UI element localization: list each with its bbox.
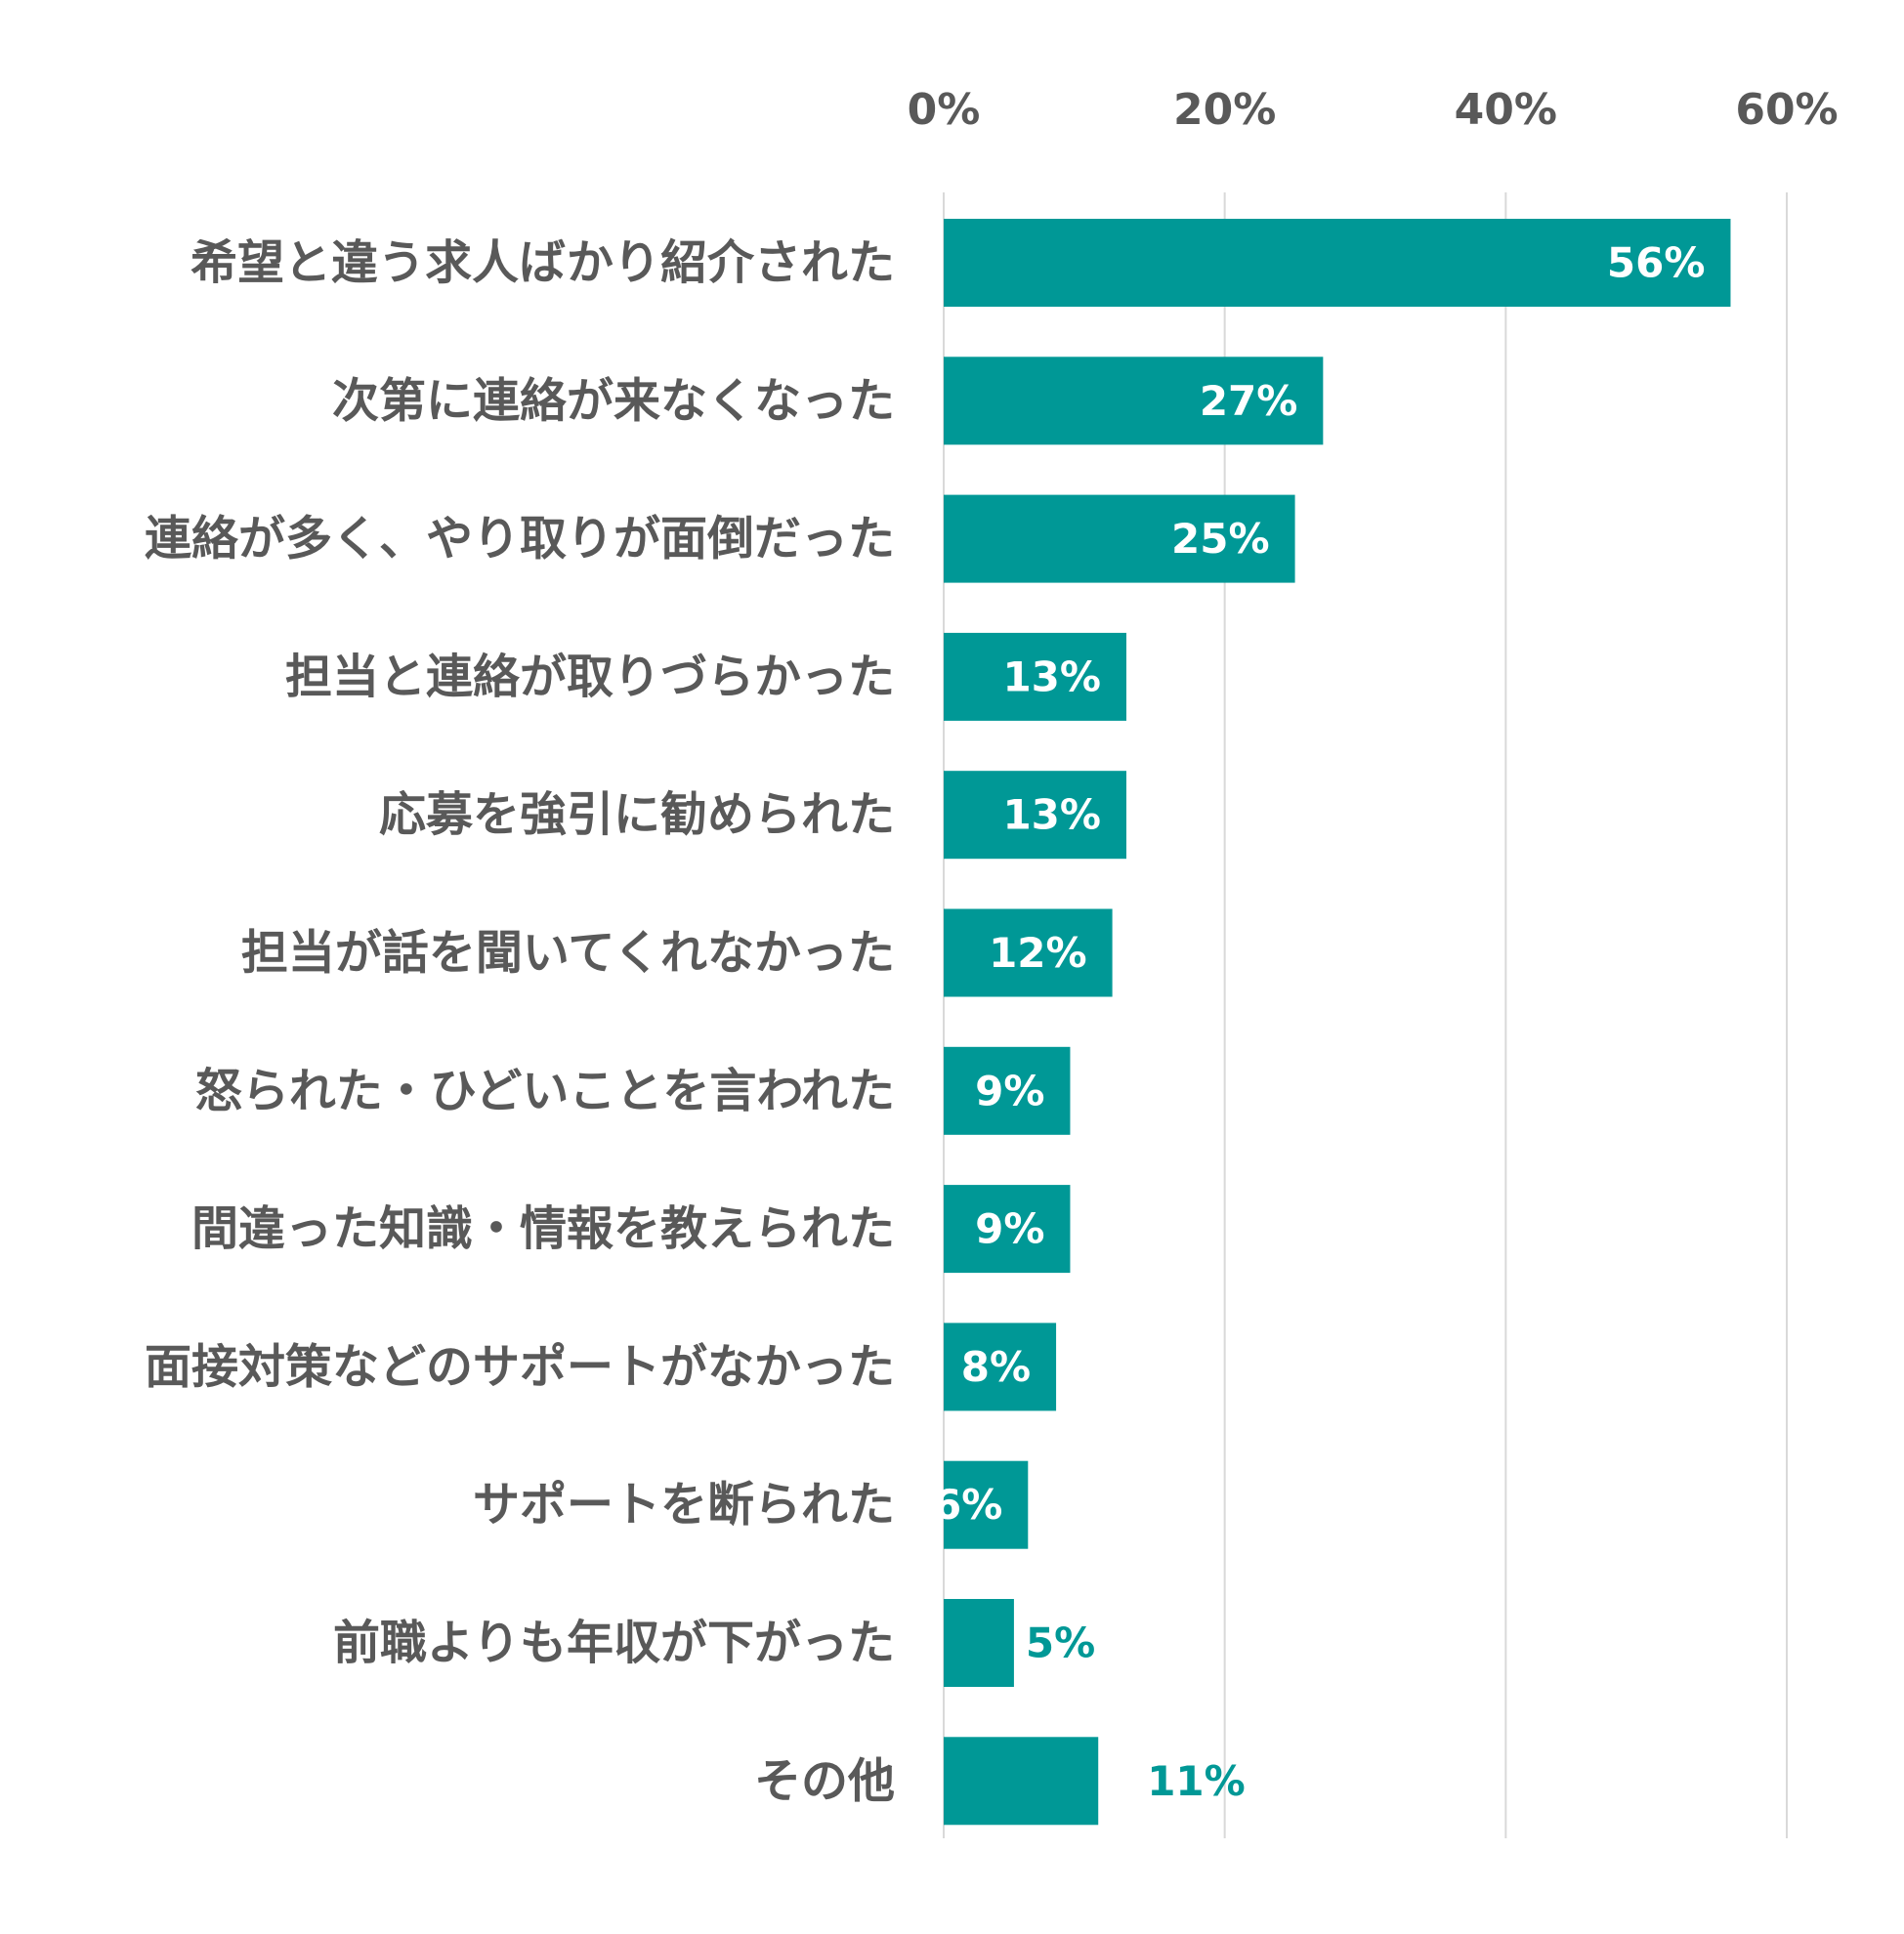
category-label: その他 — [754, 1753, 895, 1808]
category-labels: 希望と違う求人ばかり紹介された次第に連絡が来なくなった連絡が多く、やり取りが面倒… — [145, 235, 895, 1808]
bar — [944, 1185, 1071, 1274]
bar — [944, 494, 1295, 583]
value-label: 9% — [975, 1067, 1044, 1114]
gridlines — [943, 192, 1788, 1838]
bar — [944, 771, 1126, 860]
category-label: 面接対策などのサポートがなかった — [145, 1339, 895, 1394]
category-label: 前職よりも年収が下がった — [333, 1616, 895, 1670]
value-label: 56% — [1607, 239, 1706, 287]
value-label: 8% — [961, 1343, 1031, 1391]
value-label: 27% — [1200, 377, 1298, 425]
category-label: 担当と連絡が取りづらかった — [285, 650, 895, 704]
bar — [944, 1599, 1014, 1687]
bar — [944, 908, 1113, 997]
category-label: サポートを断られた — [473, 1478, 895, 1533]
value-label: 13% — [1002, 652, 1101, 700]
x-tick-label: 40% — [1455, 85, 1557, 135]
bar — [944, 1460, 1029, 1549]
bars — [944, 219, 1731, 1826]
bar — [944, 632, 1126, 721]
value-label: 6% — [933, 1481, 1002, 1529]
value-label: 5% — [1026, 1619, 1095, 1667]
category-label: 次第に連絡が来なくなった — [332, 373, 895, 428]
category-label: 間違った知識・情報を教えられた — [191, 1201, 895, 1256]
category-label: 希望と違う求人ばかり紹介された — [190, 235, 895, 290]
x-axis-ticks: 0% 20% 40% 60% — [908, 85, 1839, 135]
value-label: 13% — [1002, 791, 1101, 839]
value-label: 25% — [1171, 515, 1270, 563]
bar — [944, 357, 1324, 445]
category-label: 応募を強引に勧められた — [379, 787, 895, 842]
x-tick-label: 60% — [1735, 85, 1838, 135]
x-tick-label: 20% — [1173, 85, 1276, 135]
x-tick-label: 0% — [908, 85, 981, 135]
category-label: 連絡が多く、やり取りが面倒だった — [145, 512, 895, 567]
category-label: 怒られた・ひどいことを言われた — [195, 1064, 895, 1118]
category-label: 担当が話を聞いてくれなかった — [241, 926, 895, 981]
bar — [944, 1046, 1071, 1135]
value-label: 11% — [1147, 1757, 1246, 1805]
bar — [944, 1737, 1099, 1826]
value-label: 12% — [989, 929, 1087, 977]
value-label: 9% — [975, 1205, 1044, 1253]
value-labels: 56% 27% 25% 13% 13% 12% 9% 9% 8% 6% 5% 11% — [933, 239, 1705, 1805]
bar — [944, 219, 1731, 307]
bar — [944, 1323, 1057, 1411]
